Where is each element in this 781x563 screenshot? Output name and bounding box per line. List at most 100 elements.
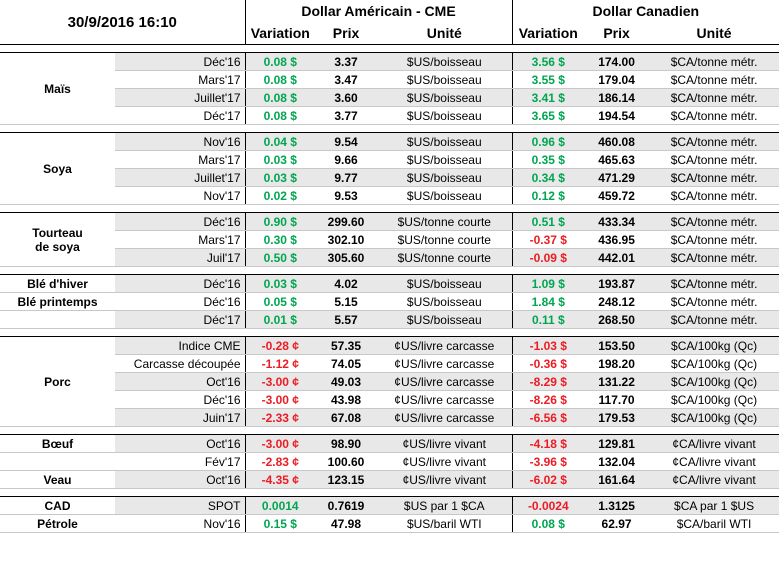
cad-unit: $CA/tonne métr.	[649, 230, 780, 249]
usd-price: 74.05	[315, 354, 378, 373]
usd-variation: 0.50 $	[245, 248, 316, 267]
cad-unit: $CA/100kg (Qc)	[649, 336, 780, 355]
separator-cell	[0, 488, 780, 497]
cad-unite-header: Unité	[649, 22, 780, 45]
cad-price: 179.04	[584, 70, 650, 89]
usd-price: 299.60	[315, 212, 378, 231]
contract-month: Nov'16	[115, 514, 246, 533]
table-row: Oct'16 -3.00 ¢ 49.03 ¢US/livre carcasse -8.2…	[0, 372, 780, 391]
usd-variation: -4.35 ¢	[245, 470, 316, 489]
usd-variation: 0.30 $	[245, 230, 316, 249]
group-separator	[0, 266, 780, 275]
commodity-label	[0, 310, 115, 329]
table-row: Juillet'17 0.03 $9.77 $US/boisseau 0.34 $47…	[0, 168, 780, 187]
usd-price: 3.47	[315, 70, 378, 89]
table-row: Carcasse découpée -1.12 ¢ 74.05 ¢US/livre c…	[0, 354, 780, 373]
cad-price: 131.22	[584, 372, 650, 391]
contract-month: Déc'16	[115, 52, 246, 71]
table-row: Blé d'hiver Déc'16 0.03 $4.02 $US/boisseau 1…	[0, 274, 780, 293]
usd-prix-header: Prix	[315, 22, 378, 45]
usd-variation: 0.08 $	[245, 52, 316, 71]
usd-price: 67.08	[315, 408, 378, 427]
table-row: Soya Nov'16 0.04 $9.54 $US/boisseau 0.96 $46…	[0, 132, 780, 205]
usd-unit: $US/baril WTI	[377, 514, 513, 533]
separator-cell	[0, 124, 780, 133]
usd-variation: 0.01 $	[245, 310, 316, 329]
cad-unit: $CA/tonne métr.	[649, 248, 780, 267]
usd-unit: $US/boisseau	[377, 150, 513, 169]
usd-price: 98.90	[315, 434, 378, 453]
cad-variation: -6.56 $	[512, 408, 585, 427]
usd-unit: $US/boisseau	[377, 52, 513, 71]
usd-section-header: Dollar Américain - CME	[245, 0, 513, 22]
contract-month: Juin'17	[115, 408, 246, 427]
separator-cell	[0, 328, 780, 337]
cad-price: 1.3125	[584, 496, 650, 515]
cad-price: 129.81	[584, 434, 650, 453]
usd-price: 3.37	[315, 52, 378, 71]
usd-unit: $US/tonne courte	[377, 212, 513, 231]
cad-variation: 1.84 $	[512, 292, 585, 311]
table-row: Déc'16 -3.00 ¢ 43.98 ¢US/livre carcasse -8.2…	[0, 390, 780, 409]
usd-price: 49.03	[315, 372, 378, 391]
cad-variation: -6.02 $	[512, 470, 585, 489]
usd-unit: $US/boisseau	[377, 70, 513, 89]
group-separator	[0, 204, 780, 213]
report-timestamp: 30/9/2016 16:10	[0, 0, 246, 45]
cad-section-header: Dollar Canadien	[512, 0, 780, 22]
cad-price: 132.04	[584, 452, 650, 471]
cad-prix-header: Prix	[584, 22, 650, 45]
group-separator	[0, 426, 780, 435]
commodity-label: Pétrole	[0, 514, 115, 533]
table-row: Mars'17 0.03 $9.66 $US/boisseau 0.35 $465.6…	[0, 150, 780, 169]
contract-month: Fév'17	[115, 452, 246, 471]
table-row: Juillet'17 0.08 $3.60 $US/boisseau 3.41 $18…	[0, 88, 780, 107]
cad-variation: 0.08 $	[512, 514, 585, 533]
cad-unit: ¢CA/livre vivant	[649, 452, 780, 471]
cad-price: 194.54	[584, 106, 650, 125]
contract-month: Oct'16	[115, 470, 246, 489]
table-row: Juin'17 -2.33 ¢ 67.08 ¢US/livre carcasse -6.…	[0, 408, 780, 427]
usd-variation: -3.00 ¢	[245, 390, 316, 409]
table-row: Porc Indice CME -0.28 ¢ 57.35 ¢US/livre carc…	[0, 336, 780, 427]
cad-price: 62.97	[584, 514, 650, 533]
separator-cell	[0, 266, 780, 275]
usd-variation: -3.00 ¢	[245, 434, 316, 453]
group-separator	[0, 488, 780, 497]
usd-unit: $US/boisseau	[377, 88, 513, 107]
contract-month: Mars'17	[115, 70, 246, 89]
cad-unit: $CA/tonne métr.	[649, 88, 780, 107]
table-row: Déc'17 0.01 $5.57 $US/boisseau 0.11 $268.50…	[0, 310, 780, 329]
usd-price: 9.54	[315, 132, 378, 151]
cad-variation: -0.37 $	[512, 230, 585, 249]
table-row: Fév'17 -2.83 ¢ 100.60 ¢US/livre vivant -3.96…	[0, 452, 780, 471]
contract-month: Carcasse découpée	[115, 354, 246, 373]
cad-price: 198.20	[584, 354, 650, 373]
usd-price: 47.98	[315, 514, 378, 533]
cad-unit: $CA/100kg (Qc)	[649, 408, 780, 427]
usd-price: 4.02	[315, 274, 378, 293]
cad-variation: 0.35 $	[512, 150, 585, 169]
usd-variation: -2.33 ¢	[245, 408, 316, 427]
cad-price: 186.14	[584, 88, 650, 107]
cad-unit: $CA/tonne métr.	[649, 150, 780, 169]
usd-price: 305.60	[315, 248, 378, 267]
cad-price: 179.53	[584, 408, 650, 427]
commodity-label: CAD	[0, 496, 115, 515]
cad-price: 436.95	[584, 230, 650, 249]
cad-unit: $CA/tonne métr.	[649, 132, 780, 151]
usd-variation: 0.0014	[245, 496, 316, 515]
contract-month: Oct'16	[115, 434, 246, 453]
commodity-label-line: Soya	[43, 161, 72, 176]
cad-variation: 3.65 $	[512, 106, 585, 125]
cad-variation: 0.96 $	[512, 132, 585, 151]
cad-unit: $CA/tonne métr.	[649, 186, 780, 205]
commodity-label: Porc	[0, 336, 115, 427]
table-row: Tourteau de soya Déc'16 0.90 $299.60 $US/ton…	[0, 212, 780, 267]
cad-price: 433.34	[584, 212, 650, 231]
cad-unit: $CA/tonne métr.	[649, 292, 780, 311]
usd-variation: -2.83 ¢	[245, 452, 316, 471]
cad-variation-header: Variation	[512, 22, 585, 45]
contract-month: Déc'16	[115, 212, 246, 231]
contract-month: Oct'16	[115, 372, 246, 391]
